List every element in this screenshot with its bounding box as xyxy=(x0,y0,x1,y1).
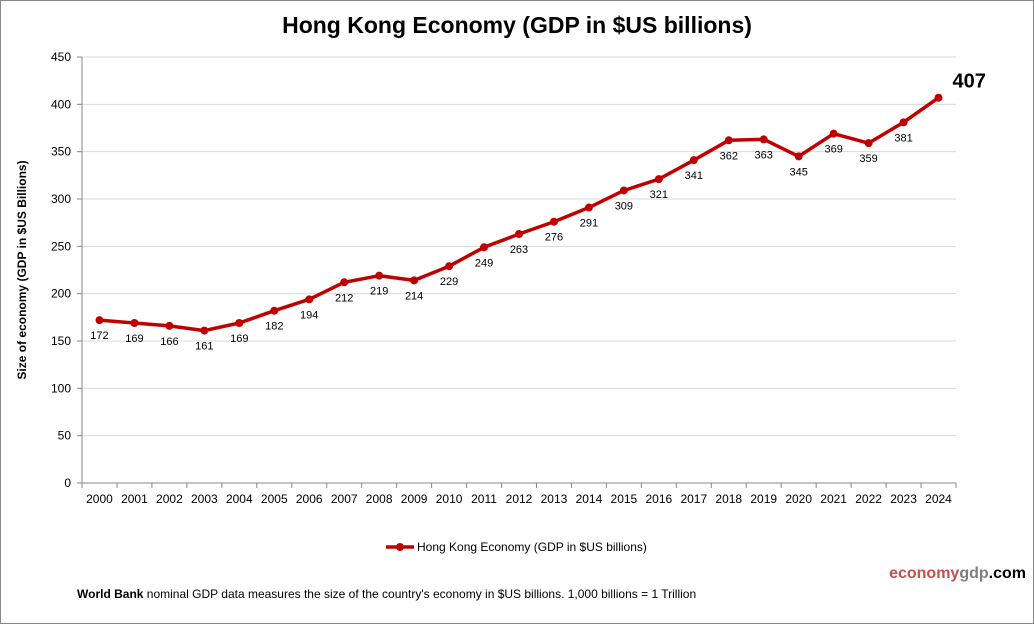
x-tick-label: 2014 xyxy=(576,492,603,506)
x-tick-label: 2003 xyxy=(191,492,218,506)
y-tick-label: 350 xyxy=(51,145,71,159)
x-tick-label: 2010 xyxy=(436,492,463,506)
data-label: 214 xyxy=(405,290,423,302)
x-tick-label: 2013 xyxy=(541,492,568,506)
x-tick-label: 2005 xyxy=(261,492,288,506)
data-point xyxy=(864,139,873,148)
data-label: 321 xyxy=(650,189,668,201)
chart-title: Hong Kong Economy (GDP in $US billions) xyxy=(282,12,752,38)
series-line xyxy=(99,96,940,333)
data-point xyxy=(340,278,349,287)
y-tick-label: 450 xyxy=(51,50,71,64)
data-point xyxy=(375,271,384,280)
y-tick-label: 300 xyxy=(51,192,71,206)
data-label: 263 xyxy=(510,244,528,256)
footer-note: World Bank nominal GDP data measures the… xyxy=(77,587,696,601)
data-point xyxy=(759,135,768,144)
y-tick-label: 200 xyxy=(51,287,71,301)
x-tick-label: 2002 xyxy=(156,492,183,506)
x-tick-label: 2019 xyxy=(750,492,777,506)
data-point xyxy=(584,203,593,212)
data-point xyxy=(934,93,943,102)
data-point xyxy=(619,186,628,195)
data-label: 229 xyxy=(440,276,458,288)
data-label: 369 xyxy=(824,144,842,156)
data-label: 161 xyxy=(195,341,213,353)
data-label: 194 xyxy=(300,309,318,321)
data-point xyxy=(794,152,803,161)
y-tick-label: 50 xyxy=(58,429,72,443)
y-axis-label: Size of economy (GDP in $US Billions) xyxy=(15,160,29,379)
data-point xyxy=(410,276,419,285)
data-point xyxy=(130,319,139,328)
data-label: 169 xyxy=(230,333,248,345)
x-tick-label: 2023 xyxy=(890,492,917,506)
x-tick-label: 2000 xyxy=(86,492,113,506)
x-tick-label: 2009 xyxy=(401,492,428,506)
data-point xyxy=(480,243,489,252)
data-label: 249 xyxy=(475,257,493,269)
x-tick-label: 2024 xyxy=(925,492,952,506)
x-tick-label: 2011 xyxy=(471,492,497,506)
x-tick-label: 2022 xyxy=(855,492,882,506)
data-point xyxy=(200,326,209,335)
legend-marker xyxy=(396,543,404,551)
footer-source: World Bank xyxy=(77,587,144,601)
data-point xyxy=(654,175,663,184)
x-tick-label: 2017 xyxy=(680,492,707,506)
data-point xyxy=(270,306,279,315)
data-point xyxy=(829,129,838,138)
data-label: 407 xyxy=(953,71,986,93)
data-point xyxy=(899,118,908,127)
logo-part-2: gdp xyxy=(959,565,989,582)
x-tick-label: 2004 xyxy=(226,492,253,506)
y-tick-label: 250 xyxy=(51,239,71,253)
data-point xyxy=(165,321,174,330)
logo-part-3: .com xyxy=(988,565,1026,582)
site-logo: economygdp.com xyxy=(889,565,1026,583)
data-point xyxy=(689,156,698,165)
data-point xyxy=(515,230,523,239)
data-label: 359 xyxy=(859,153,877,165)
x-tick-label: 2007 xyxy=(331,492,358,506)
legend-label: Hong Kong Economy (GDP in $US billions) xyxy=(417,540,647,554)
data-label: 212 xyxy=(335,292,353,304)
footer-text: nominal GDP data measures the size of th… xyxy=(143,587,697,601)
data-label: 291 xyxy=(580,218,598,230)
data-point xyxy=(235,319,244,328)
x-tick-label: 2020 xyxy=(785,492,812,506)
data-point xyxy=(95,316,104,325)
data-label: 341 xyxy=(685,170,703,182)
data-label: 381 xyxy=(894,132,912,144)
x-tick-label: 2021 xyxy=(820,492,847,506)
x-tick-label: 2001 xyxy=(121,492,148,506)
data-label: 219 xyxy=(370,286,388,298)
x-tick-label: 2015 xyxy=(611,492,638,506)
data-label: 276 xyxy=(545,232,563,244)
y-tick-label: 150 xyxy=(51,334,71,348)
data-point xyxy=(549,217,558,226)
data-label: 345 xyxy=(790,166,808,178)
data-label: 166 xyxy=(160,336,178,348)
logo-part-1: economy xyxy=(889,565,960,582)
data-point xyxy=(445,262,454,271)
data-point xyxy=(724,136,733,145)
x-tick-label: 2012 xyxy=(506,492,533,506)
x-tick-label: 2006 xyxy=(296,492,323,506)
data-label: 362 xyxy=(720,150,738,162)
data-label: 363 xyxy=(755,149,773,161)
y-tick-label: 400 xyxy=(51,97,71,111)
data-label: 172 xyxy=(90,330,108,342)
y-tick-label: 100 xyxy=(51,381,71,395)
data-label: 182 xyxy=(265,321,283,333)
x-tick-label: 2016 xyxy=(645,492,672,506)
y-tick-label: 0 xyxy=(64,476,71,490)
x-tick-label: 2008 xyxy=(366,492,393,506)
data-point xyxy=(305,295,314,304)
data-label: 169 xyxy=(125,333,143,345)
data-label: 309 xyxy=(615,200,633,212)
x-tick-label: 2018 xyxy=(715,492,742,506)
